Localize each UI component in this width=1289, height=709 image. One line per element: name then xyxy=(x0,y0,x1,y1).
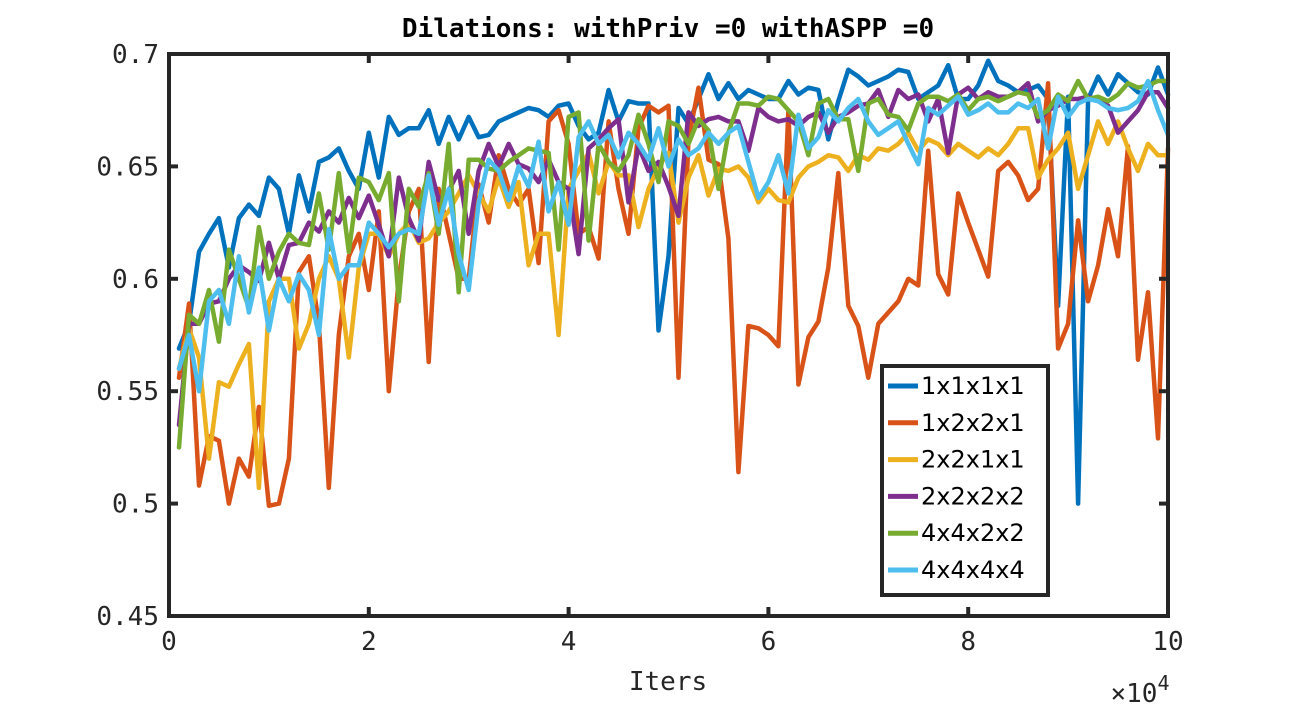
legend-label: 4x4x4x4 xyxy=(921,556,1025,584)
x-tick-label: 4 xyxy=(561,627,577,657)
legend-items: 1x1x1x1 1x2x2x1 2x2x1x1 2x2x2x2 4x4x2x2 4x4x4… xyxy=(888,372,1025,584)
y-tick-label: 0.6 xyxy=(112,265,159,295)
x-multiplier-base: ×10 xyxy=(1110,679,1157,709)
x-tick-label: 8 xyxy=(960,627,976,657)
y-tick-label: 0.55 xyxy=(96,377,159,407)
x-tick-label: 10 xyxy=(1152,627,1183,657)
tick-layer: 0 2 4 6 8 10 0.45 0.5 0.55 0.6 0.65 0.7 xyxy=(96,40,1183,657)
axes-box xyxy=(167,52,1170,618)
legend-label: 2x2x1x1 xyxy=(921,446,1025,474)
series-layer xyxy=(176,58,1171,509)
y-tick-label: 0.7 xyxy=(112,40,159,70)
x-multiplier-exponent: 4 xyxy=(1157,671,1169,695)
legend-label: 1x1x1x1 xyxy=(921,372,1025,400)
series-line-4x4x4x4 xyxy=(176,78,1171,394)
legend-label: 2x2x2x2 xyxy=(921,482,1025,510)
x-axis-multiplier: ×104 xyxy=(1110,671,1169,709)
y-tick-label: 0.45 xyxy=(96,602,159,632)
y-tick-label: 0.5 xyxy=(112,490,159,520)
series-line-4x4x2x2 xyxy=(176,78,1171,450)
x-axis-label: Iters xyxy=(629,667,707,697)
y-tick-label: 0.65 xyxy=(96,152,159,182)
x-tick-label: 6 xyxy=(761,627,777,657)
chart-title: Dilations: withPriv =0 withASPP =0 xyxy=(402,14,934,44)
series-line-2x2x1x1 xyxy=(176,119,1171,491)
x-tick-label: 2 xyxy=(361,627,377,657)
legend-label: 1x2x2x1 xyxy=(921,409,1025,437)
legend-box xyxy=(880,364,1050,597)
legend-label: 4x4x2x2 xyxy=(921,519,1025,547)
x-tick-label: 0 xyxy=(161,627,177,657)
series-line-1x2x2x1 xyxy=(176,80,1171,509)
legend: 1x1x1x1 1x2x2x1 2x2x1x1 2x2x2x2 4x4x2x2 4x4x4… xyxy=(880,364,1050,597)
